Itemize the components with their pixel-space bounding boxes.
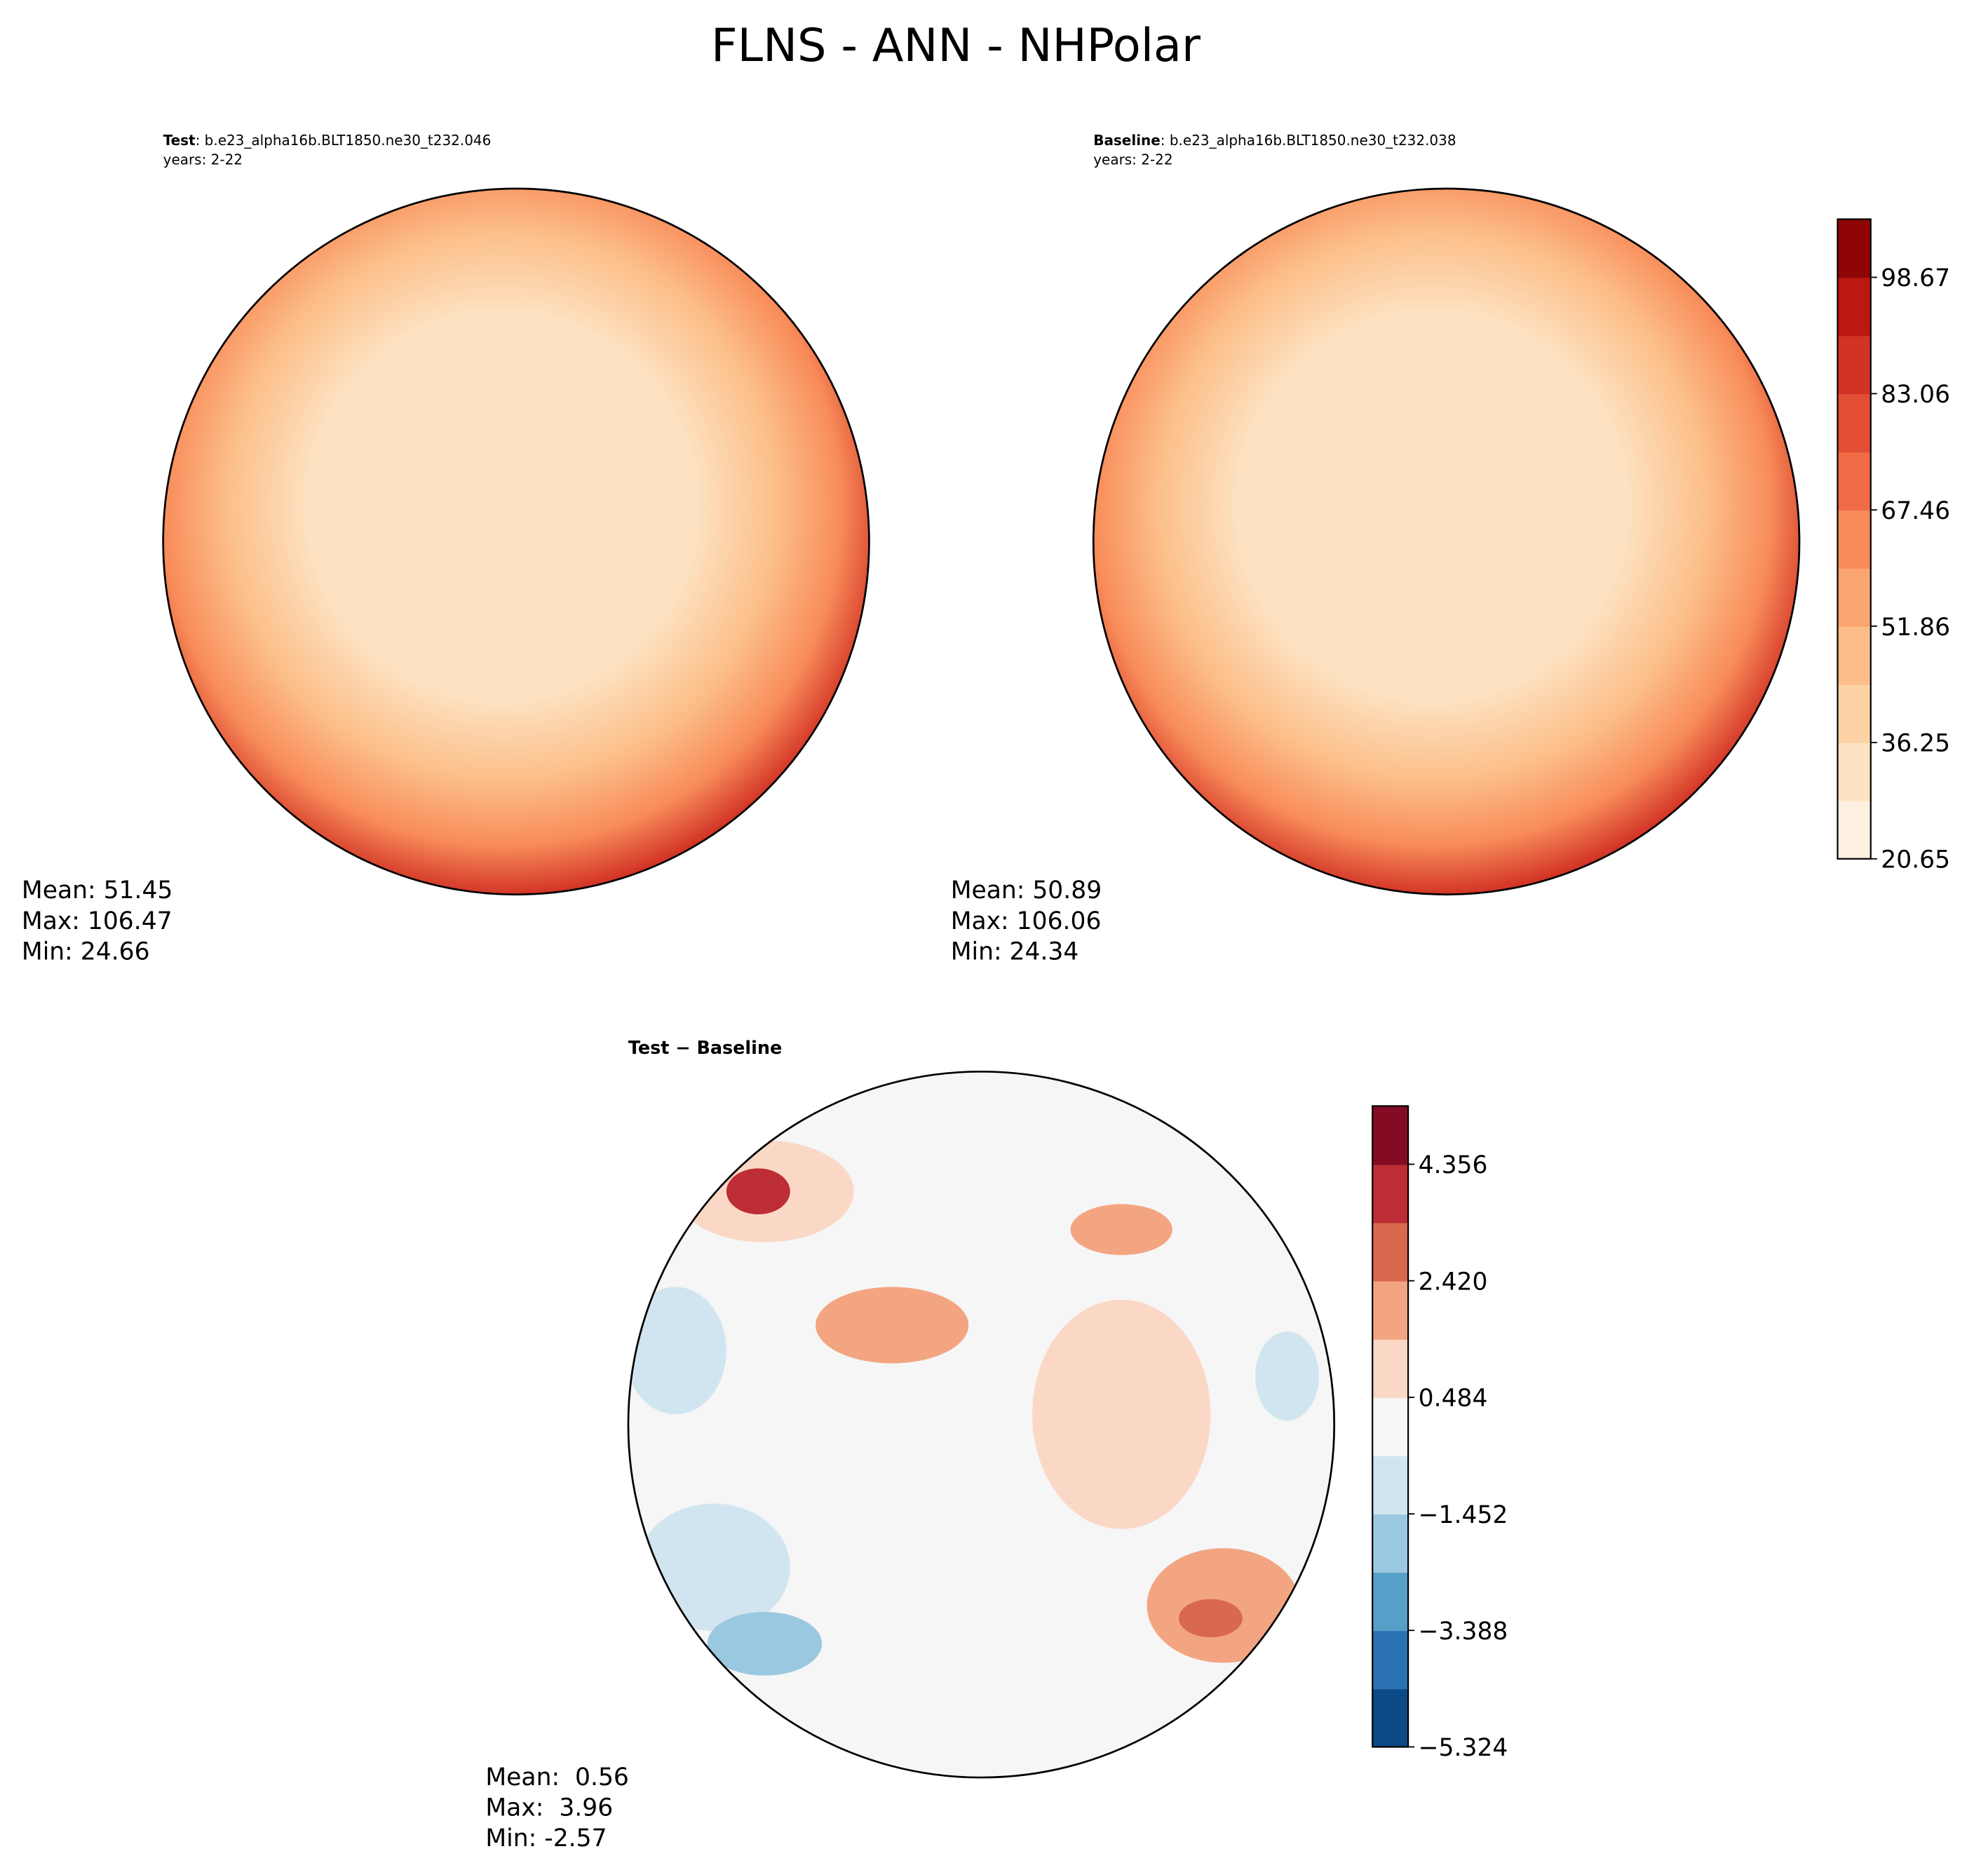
colorbar-band <box>1837 626 1871 685</box>
panel-label: Test − Baseline <box>628 1037 782 1058</box>
test-map <box>162 187 870 896</box>
colorbar-band <box>1837 335 1871 395</box>
figure-title: FLNS - ANN - NHPolar <box>711 19 1201 72</box>
stat: Max: 106.47 <box>22 907 173 935</box>
colorbar-band <box>1372 1455 1409 1515</box>
stat: Mean: 0.56 <box>485 1763 628 1791</box>
colorbar-band <box>1837 742 1871 801</box>
colorbar-band <box>1372 1514 1409 1573</box>
years: years: 2-22 <box>163 151 243 168</box>
panel-subtitle: Test: b.e23_alpha16b.BLT1850.ne30_t232.0… <box>163 132 492 149</box>
colorbar-band <box>1837 277 1871 337</box>
colorbar-tick-label: 83.06 <box>1881 381 1950 409</box>
panel-subtitle: Baseline: b.e23_alpha16b.BLT1850.ne30_t2… <box>1093 132 1456 149</box>
colorbar-band <box>1372 1397 1409 1456</box>
years: years: 2-22 <box>1093 151 1172 168</box>
colorbar-tick-label: −5.324 <box>1419 1734 1508 1762</box>
colorbar-tick-label: 67.46 <box>1881 497 1950 525</box>
colorbar-band <box>1837 393 1871 453</box>
colorbar-frame <box>1837 218 1872 860</box>
colorbar-tick-label: 2.420 <box>1419 1268 1488 1296</box>
colorbar-tick-label: 20.65 <box>1881 846 1950 874</box>
stat: Min: 24.66 <box>22 937 150 966</box>
colorbar-tick-label: −3.388 <box>1419 1618 1508 1646</box>
colorbar-tick-label: 51.86 <box>1881 614 1950 642</box>
colorbar-band <box>1837 219 1871 278</box>
case-name: : b.e23_alpha16b.BLT1850.ne30_t232.046 <box>196 132 492 149</box>
colorbar-band <box>1837 510 1871 569</box>
baseline-map <box>1092 187 1801 896</box>
stat: Max: 3.96 <box>485 1794 613 1822</box>
panel-label: Test <box>163 132 196 149</box>
panel-label: Baseline <box>1093 132 1161 149</box>
colorbar-tick-label: 98.67 <box>1881 264 1950 292</box>
stat: Max: 106.06 <box>951 907 1102 935</box>
colorbar-band <box>1837 452 1871 511</box>
colorbar-tick-label: 36.25 <box>1881 730 1950 758</box>
colorbar-band <box>1372 1280 1409 1340</box>
stat: Mean: 50.89 <box>951 876 1102 904</box>
colorbar-band <box>1372 1688 1409 1748</box>
colorbar-tick-label: 4.356 <box>1419 1151 1488 1179</box>
colorbar-band <box>1372 1339 1409 1398</box>
colorbar-band <box>1372 1222 1409 1282</box>
diff-map <box>627 1070 1336 1779</box>
colorbar-band <box>1372 1106 1409 1165</box>
colorbar-band <box>1372 1164 1409 1224</box>
colorbar-tick-label: −1.452 <box>1419 1501 1508 1529</box>
stat: Mean: 51.45 <box>22 876 173 904</box>
colorbar-band <box>1837 800 1871 860</box>
colorbar-tick-label: 0.484 <box>1419 1385 1488 1413</box>
stat: Min: -2.57 <box>485 1824 607 1852</box>
colorbar-band <box>1837 568 1871 628</box>
case-name: : b.e23_alpha16b.BLT1850.ne30_t232.038 <box>1161 132 1456 149</box>
colorbar-band <box>1837 684 1871 743</box>
colorbar-band <box>1372 1572 1409 1632</box>
stat: Min: 24.34 <box>951 937 1079 966</box>
colorbar-band <box>1372 1630 1409 1690</box>
colorbar-frame <box>1372 1105 1409 1748</box>
